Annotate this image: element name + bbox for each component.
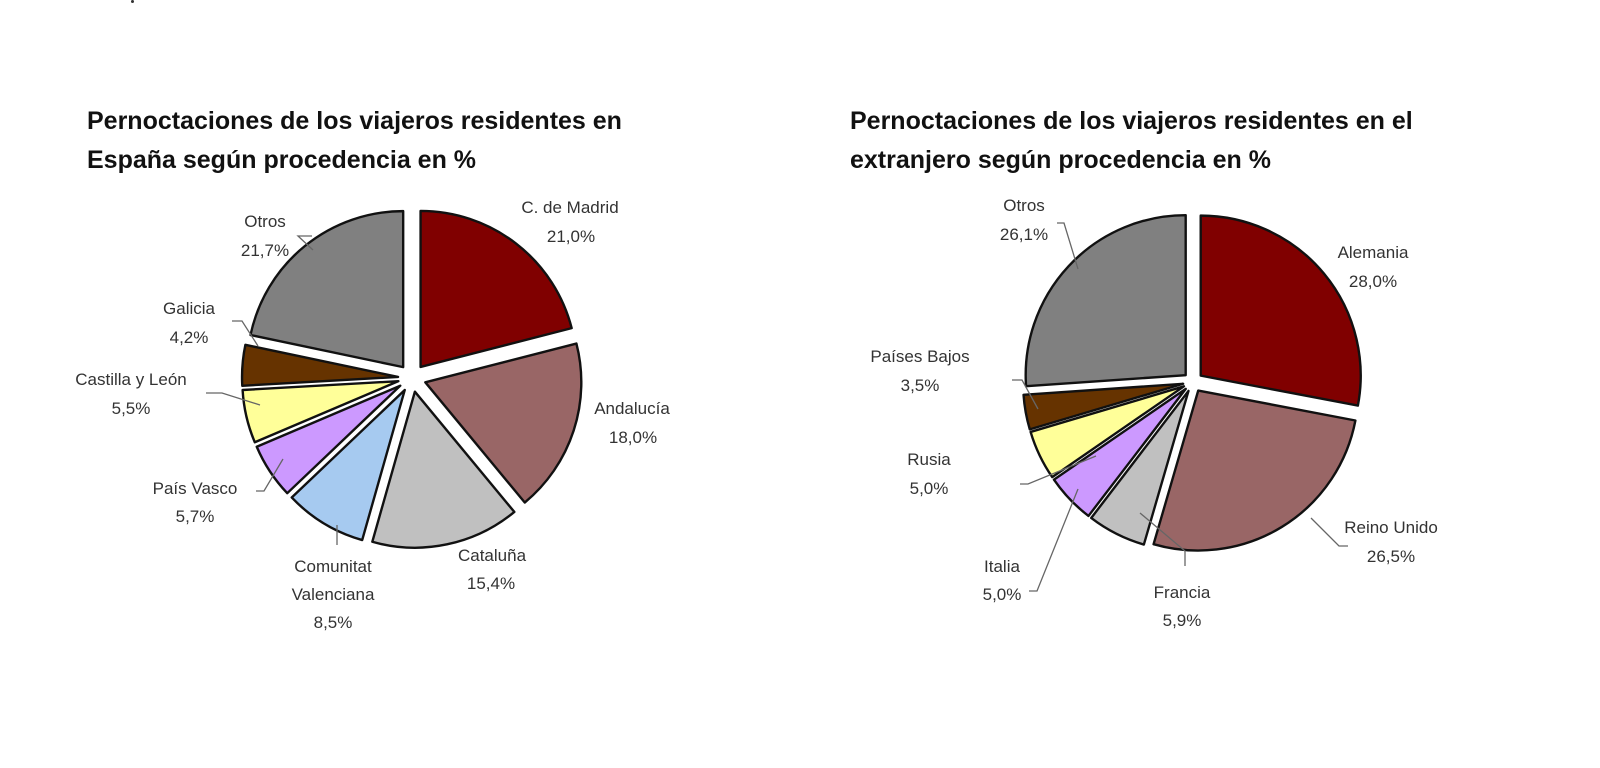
leader-line: [232, 320, 259, 347]
slice-label: Comunitat Valenciana 8,5%: [292, 557, 375, 632]
pie-slice: [241, 379, 400, 444]
pie-slice: [240, 343, 400, 387]
pie-slice: [424, 342, 583, 504]
chart-title: Pernoctaciones de los viajeros residente…: [850, 102, 1413, 180]
leader-line: [1012, 379, 1039, 410]
slice-label: Países Bajos 3,5%: [870, 347, 969, 395]
slice-label: Alemania 28,0%: [1338, 243, 1409, 291]
leader-line: [1057, 222, 1079, 270]
slice-label: Andalucía 18,0%: [594, 399, 670, 447]
title-line-1: Pernoctaciones de los viajeros residente…: [850, 107, 1413, 135]
pie-slice: [1029, 385, 1186, 479]
pie-slice: [290, 388, 406, 542]
pie-slices: [240, 209, 583, 549]
leader-line: [1029, 488, 1079, 592]
slice-label: C. de Madrid 21,0%: [521, 198, 618, 246]
pie-slice: [249, 209, 405, 369]
leader-line: [256, 458, 284, 492]
slice-label: Rusia 5,0%: [907, 450, 951, 498]
chart-spain-residents: Pernoctaciones de los viajeros residente…: [75, 102, 670, 632]
pie-slice: [1090, 389, 1190, 546]
stray-mark: [131, 0, 134, 3]
pie-slice: [1024, 213, 1187, 388]
title-line-1: Pernoctaciones de los viajeros residente…: [87, 107, 622, 135]
pie-chart: Alemania 28,0% Reino Unido 26,5% Francia 5,…: [870, 196, 1438, 630]
slice-label: Italia 5,0%: [983, 557, 1022, 604]
slice-label: Galicia 4,2%: [163, 299, 216, 347]
title-line-2: España según procedencia en %: [87, 146, 477, 174]
leader-line: [1310, 517, 1348, 547]
slice-label: Reino Unido 26,5%: [1344, 518, 1438, 566]
pie-slice: [1022, 382, 1185, 431]
leader-line: [1020, 455, 1097, 485]
slice-label: Otros 21,7%: [241, 212, 289, 260]
chart-title: Pernoctaciones de los viajeros residente…: [87, 102, 622, 180]
pie-slice: [1199, 214, 1362, 407]
pie-slice: [1052, 387, 1187, 518]
slice-label: Castilla y León 5,5%: [75, 370, 187, 418]
leader-line: [206, 392, 261, 406]
pie-slice: [419, 209, 573, 369]
slice-label: Cataluña 15,4%: [458, 546, 527, 593]
pie-chart: C. de Madrid 21,0% Andalucía 18,0% Cataluñ…: [75, 198, 670, 632]
pie-slices: [1022, 213, 1362, 552]
leader-line: [296, 235, 314, 251]
title-line-2: extranjero según procedencia en %: [850, 146, 1271, 174]
slice-label: Francia 5,9%: [1154, 583, 1211, 630]
pie-slice: [1152, 389, 1357, 552]
slice-label: Otros 26,1%: [1000, 196, 1048, 244]
leader-line: [1139, 512, 1186, 566]
chart-foreign-residents: Pernoctaciones de los viajeros residente…: [800, 0, 1600, 768]
pie-slice: [255, 384, 402, 495]
pie-slice: [371, 390, 516, 549]
slice-label: País Vasco 5,7%: [153, 479, 238, 526]
